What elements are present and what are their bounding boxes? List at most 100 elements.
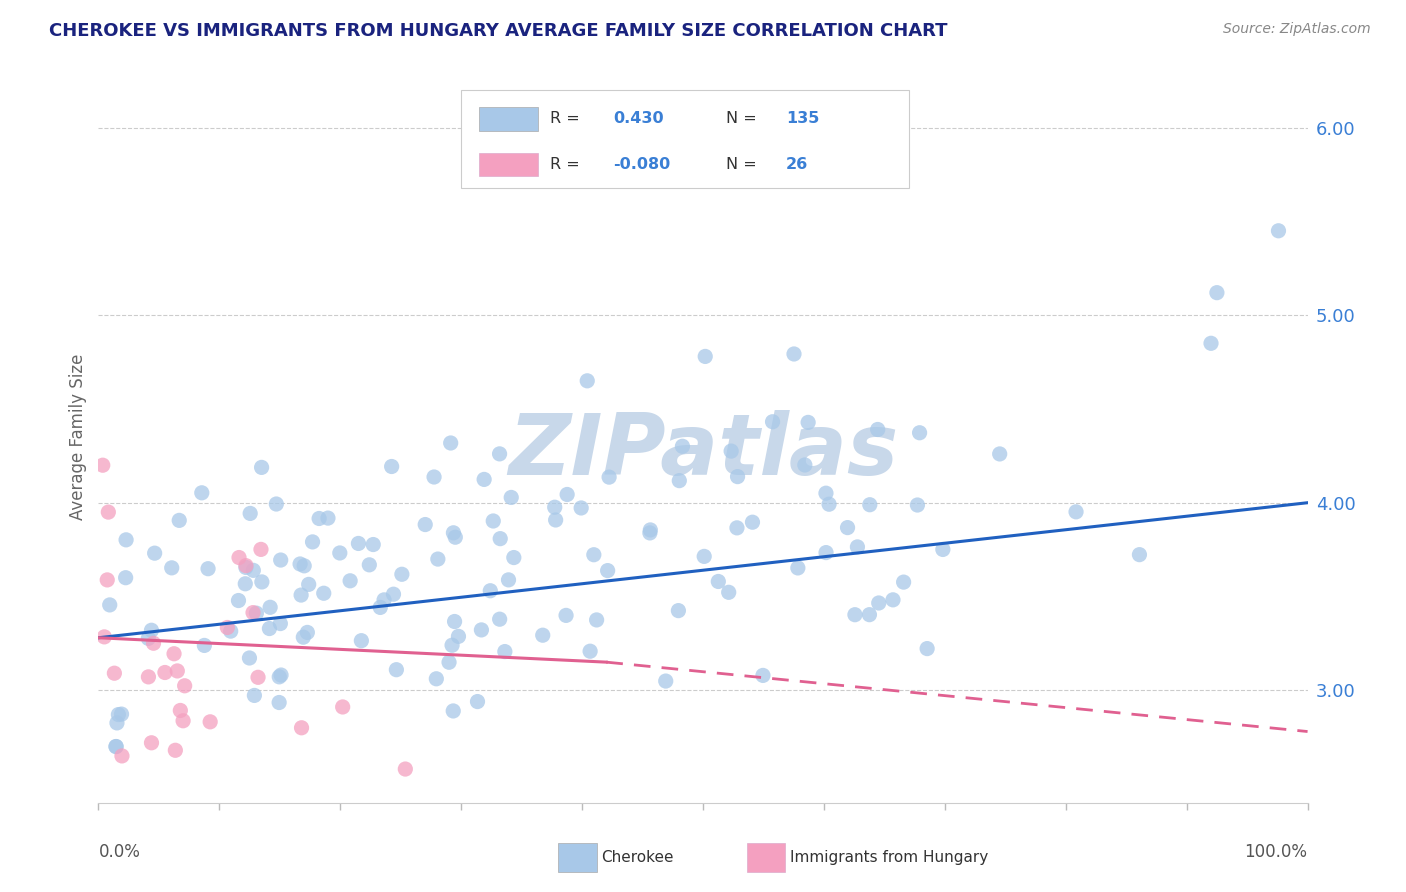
FancyBboxPatch shape bbox=[479, 107, 538, 130]
Point bbox=[250, 542, 273, 557]
Text: CHEROKEE VS IMMIGRANTS FROM HUNGARY AVERAGE FAMILY SIZE CORRELATION CHART: CHEROKEE VS IMMIGRANTS FROM HUNGARY AVER… bbox=[49, 22, 948, 40]
Point bbox=[582, 548, 605, 562]
Point bbox=[472, 472, 495, 486]
Point bbox=[270, 553, 292, 567]
Point bbox=[373, 593, 395, 607]
Point bbox=[107, 707, 129, 722]
Point bbox=[394, 762, 416, 776]
Point bbox=[443, 615, 465, 629]
Point bbox=[866, 422, 889, 436]
Point bbox=[269, 616, 291, 631]
Point bbox=[1206, 285, 1229, 300]
Point bbox=[654, 674, 676, 689]
Point bbox=[141, 736, 163, 750]
Point bbox=[846, 540, 869, 554]
Point bbox=[693, 549, 716, 564]
Point bbox=[391, 567, 413, 582]
Point bbox=[329, 546, 352, 560]
Point bbox=[868, 596, 890, 610]
Point bbox=[555, 487, 578, 501]
Point bbox=[752, 668, 775, 682]
Point bbox=[114, 571, 136, 585]
Point bbox=[1128, 548, 1150, 562]
Point bbox=[332, 700, 354, 714]
Point bbox=[235, 560, 257, 574]
Point bbox=[1267, 224, 1289, 238]
Point bbox=[347, 536, 370, 550]
Point bbox=[239, 507, 262, 521]
Point bbox=[907, 498, 929, 512]
Point bbox=[467, 695, 489, 709]
Point bbox=[259, 622, 281, 636]
Point bbox=[259, 600, 281, 615]
Point bbox=[160, 561, 183, 575]
Point bbox=[115, 533, 138, 547]
Point bbox=[110, 707, 132, 722]
Point bbox=[298, 577, 321, 591]
Point bbox=[242, 563, 264, 577]
Text: N =: N = bbox=[725, 157, 756, 172]
Point bbox=[858, 607, 880, 622]
Point bbox=[668, 474, 690, 488]
Point bbox=[717, 585, 740, 599]
Point bbox=[441, 704, 464, 718]
Point bbox=[441, 638, 464, 652]
Point bbox=[233, 576, 256, 591]
Point bbox=[242, 606, 264, 620]
Point bbox=[153, 665, 176, 680]
Point bbox=[173, 679, 195, 693]
Point bbox=[228, 550, 250, 565]
Point bbox=[290, 721, 312, 735]
Point bbox=[426, 552, 449, 566]
Point bbox=[470, 623, 492, 637]
Point bbox=[423, 470, 446, 484]
Point bbox=[761, 415, 783, 429]
Point bbox=[301, 535, 323, 549]
Point bbox=[104, 739, 127, 754]
Point bbox=[243, 689, 266, 703]
Point bbox=[437, 655, 460, 669]
Point bbox=[167, 513, 190, 527]
Point bbox=[381, 459, 404, 474]
FancyBboxPatch shape bbox=[558, 843, 596, 872]
Point bbox=[671, 439, 693, 453]
Point bbox=[640, 523, 662, 537]
Point bbox=[544, 513, 567, 527]
Point bbox=[908, 425, 931, 440]
Point bbox=[727, 469, 749, 483]
Point bbox=[915, 641, 938, 656]
FancyBboxPatch shape bbox=[479, 153, 538, 177]
Point bbox=[316, 511, 339, 525]
Point bbox=[269, 670, 291, 684]
Point bbox=[1064, 505, 1087, 519]
Text: N =: N = bbox=[725, 112, 756, 127]
Point bbox=[837, 520, 859, 534]
Point bbox=[488, 447, 510, 461]
FancyBboxPatch shape bbox=[747, 843, 785, 872]
Text: 26: 26 bbox=[786, 157, 808, 172]
Text: 135: 135 bbox=[786, 112, 820, 127]
Text: ZIPatlas: ZIPatlas bbox=[508, 410, 898, 493]
Point bbox=[97, 505, 120, 519]
Point bbox=[531, 628, 554, 642]
Point bbox=[292, 630, 315, 644]
Point bbox=[250, 574, 273, 589]
Point bbox=[585, 613, 607, 627]
Point bbox=[292, 558, 315, 573]
Text: 0.0%: 0.0% bbox=[98, 843, 141, 861]
Text: -0.080: -0.080 bbox=[613, 157, 671, 172]
Point bbox=[413, 517, 436, 532]
Point bbox=[596, 564, 619, 578]
Point bbox=[1199, 336, 1222, 351]
Point bbox=[741, 515, 763, 529]
Point bbox=[555, 608, 578, 623]
Point bbox=[166, 664, 188, 678]
Point bbox=[441, 525, 464, 540]
Point bbox=[793, 458, 815, 472]
Point bbox=[169, 703, 191, 717]
Point bbox=[720, 444, 742, 458]
Point bbox=[576, 374, 599, 388]
Point bbox=[217, 620, 239, 634]
Point bbox=[725, 521, 748, 535]
Point bbox=[105, 715, 128, 730]
